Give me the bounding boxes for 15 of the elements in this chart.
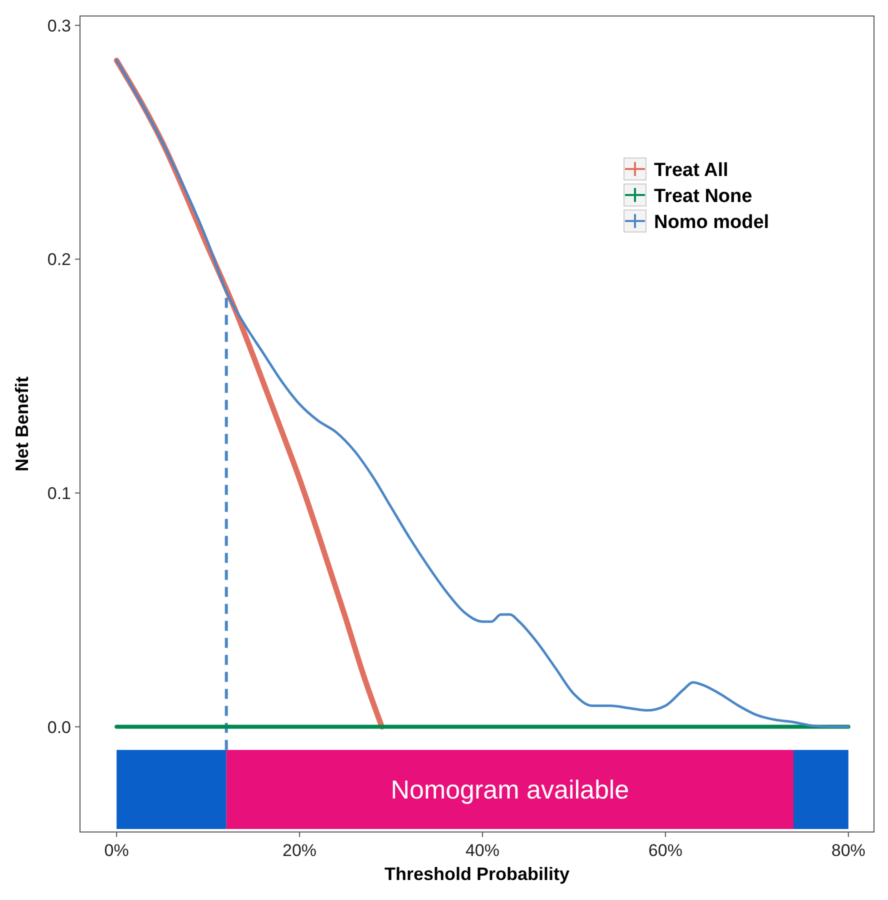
x-tick-label: 20% xyxy=(282,841,317,860)
y-tick-label: 0.0 xyxy=(47,718,71,737)
x-tick-label: 0% xyxy=(104,841,129,860)
y-tick-label: 0.2 xyxy=(47,250,71,270)
legend-label: Treat All xyxy=(654,160,728,181)
y-axis-title: Net Benefit xyxy=(12,376,32,472)
legend-label: Treat None xyxy=(654,186,752,207)
y-tick-label: 0.1 xyxy=(47,484,71,503)
x-tick-label: 60% xyxy=(648,841,682,860)
legend-label: Nomo model xyxy=(654,212,770,233)
band-label: Nomogram available xyxy=(390,774,630,804)
x-axis-title: Threshold Probability xyxy=(384,864,570,884)
x-tick-label: 40% xyxy=(465,841,500,860)
x-tick-label: 80% xyxy=(831,841,866,860)
y-tick-label: 0.3 xyxy=(47,16,71,36)
